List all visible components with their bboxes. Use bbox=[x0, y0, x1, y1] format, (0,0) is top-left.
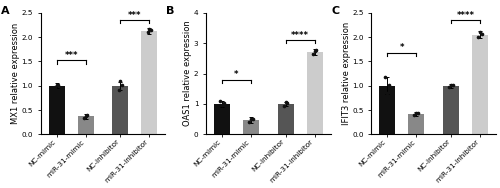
Bar bbox=[214, 104, 230, 134]
Text: *: * bbox=[400, 43, 404, 52]
Y-axis label: MX1 relative expression: MX1 relative expression bbox=[11, 23, 20, 124]
Bar bbox=[243, 120, 259, 134]
Bar bbox=[306, 52, 322, 134]
Bar bbox=[472, 35, 488, 134]
Bar bbox=[112, 86, 128, 134]
Bar bbox=[278, 104, 293, 134]
Bar bbox=[379, 86, 395, 134]
Text: B: B bbox=[166, 6, 174, 16]
Bar bbox=[142, 31, 158, 134]
Bar bbox=[443, 86, 459, 134]
Bar bbox=[408, 114, 424, 134]
Bar bbox=[78, 116, 94, 134]
Text: A: A bbox=[1, 6, 10, 16]
Text: ****: **** bbox=[456, 11, 474, 20]
Text: ****: **** bbox=[291, 31, 309, 40]
Text: ***: *** bbox=[64, 51, 78, 60]
Text: C: C bbox=[332, 6, 340, 16]
Bar bbox=[48, 86, 64, 134]
Text: *: * bbox=[234, 70, 238, 79]
Y-axis label: OAS1 relative expression: OAS1 relative expression bbox=[184, 21, 192, 127]
Y-axis label: IFIT3 relative expression: IFIT3 relative expression bbox=[342, 22, 350, 125]
Text: ***: *** bbox=[128, 11, 141, 20]
